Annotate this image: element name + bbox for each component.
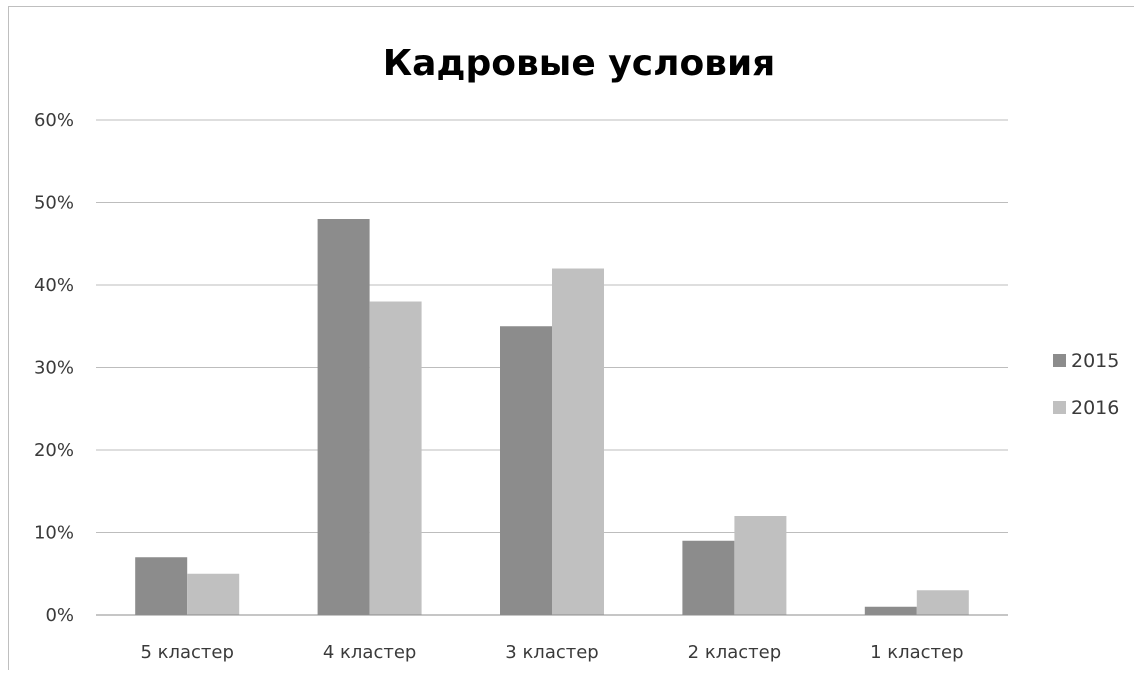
bar-2015 <box>317 219 370 615</box>
x-category-label: 1 кластер <box>870 642 963 663</box>
chart-frame <box>8 6 1134 670</box>
bar-2016 <box>552 268 604 615</box>
y-tick-label: 30% <box>34 358 74 379</box>
legend-swatch <box>1053 401 1066 414</box>
x-axis-category-labels: 5 кластер 4 кластер 3 кластер 2 кластер 1 кл… <box>140 642 963 663</box>
y-tick-label: 10% <box>34 523 74 544</box>
bars <box>135 219 969 615</box>
bar-2016 <box>916 590 969 615</box>
legend: 2015 2016 <box>1053 350 1119 419</box>
y-tick-label: 60% <box>34 110 74 131</box>
legend-label: 2015 <box>1071 350 1119 372</box>
bar-2016 <box>369 301 422 615</box>
legend-label: 2016 <box>1071 397 1119 419</box>
y-tick-label: 40% <box>34 275 74 296</box>
y-axis-tick-labels: 0% 10% 20% 30% 40% 50% 60% <box>34 110 74 626</box>
legend-swatch <box>1053 354 1066 367</box>
x-category-label: 5 кластер <box>140 642 233 663</box>
bar-2015 <box>500 326 552 615</box>
bar-2016 <box>734 516 787 615</box>
chart-title: Кадровые условия <box>383 43 776 84</box>
y-tick-label: 0% <box>45 605 74 626</box>
x-category-label: 2 кластер <box>688 642 781 663</box>
x-category-label: 3 кластер <box>505 642 598 663</box>
bar-2015 <box>682 540 735 615</box>
bar-2015 <box>864 606 917 615</box>
y-tick-label: 50% <box>34 193 74 214</box>
y-tick-label: 20% <box>34 440 74 461</box>
bar-2015 <box>135 557 188 615</box>
bar-2016 <box>187 573 240 615</box>
x-category-label: 4 кластер <box>323 642 416 663</box>
